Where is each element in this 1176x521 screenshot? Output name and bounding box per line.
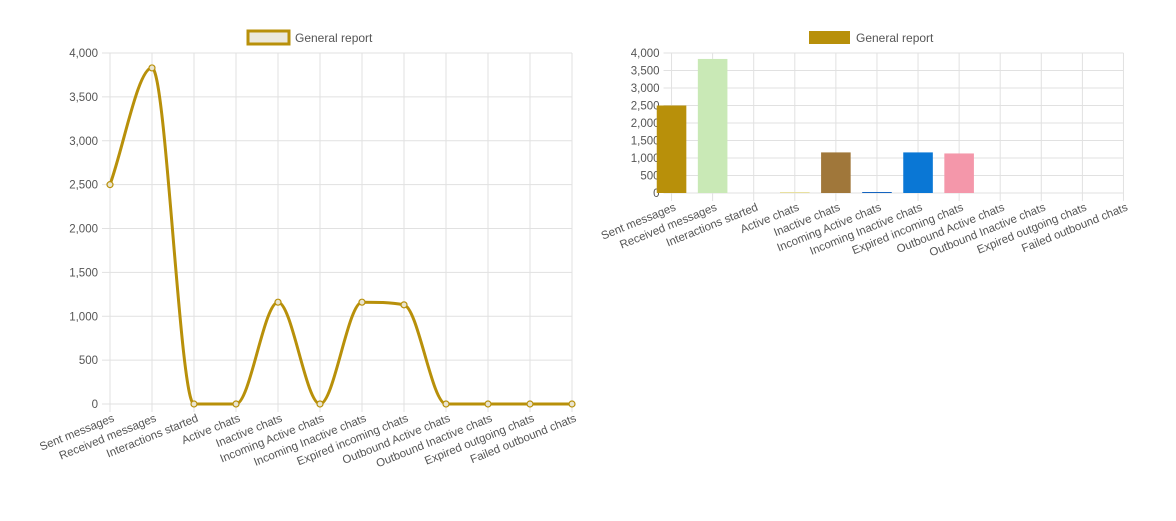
line-point-sent-messages[interactable] [106, 181, 114, 189]
line-point-outbound-active-chats[interactable] [442, 400, 450, 408]
y-tick-label: 3,500 [69, 92, 98, 104]
line-point-incoming-inactive-chats[interactable] [358, 298, 366, 306]
y-tick-label: 3,500 [631, 66, 660, 78]
line-chart-legend[interactable]: General report [246, 29, 373, 46]
line-point-active-chats[interactable] [232, 400, 240, 408]
y-tick-label: 1,500 [69, 267, 98, 279]
y-tick-label: 3,000 [631, 83, 660, 95]
line-chart-y-axis: 0 500 1,000 1,500 2,000 2,500 3,000 3,500 4,000 [69, 48, 98, 411]
bar-expired-incoming-chats[interactable] [944, 153, 974, 193]
bar-incoming-inactive-chats[interactable] [903, 152, 933, 193]
line-legend-label: General report [295, 31, 373, 45]
y-tick-label: 500 [640, 171, 659, 183]
bar-active-chats[interactable] [780, 192, 810, 193]
line-point-received-messages[interactable] [148, 64, 156, 72]
y-tick-label: 4,000 [69, 48, 98, 60]
line-point-failed-outbound-chats[interactable] [568, 400, 576, 408]
line-point-expired-incoming-chats[interactable] [400, 301, 408, 309]
bar-legend-label: General report [856, 31, 934, 45]
bar-chart-bars[interactable] [656, 58, 974, 194]
y-tick-label: 2,500 [631, 101, 660, 113]
line-legend-swatch [246, 29, 291, 46]
bar-sent-messages[interactable] [656, 105, 687, 194]
y-tick-label: 1,000 [631, 153, 660, 165]
y-tick-label: 500 [79, 355, 98, 367]
line-chart-grid [102, 52, 573, 412]
bar-chart-legend[interactable]: General report [809, 31, 934, 45]
bar-chart-y-axis: 0 500 1,000 1,500 2,000 2,500 3,000 3,500 4,000 [631, 48, 660, 200]
line-point-inactive-chats[interactable] [274, 298, 282, 306]
line-chart: General report 0 500 1,000 1,500 2,000 2,500 3… [38, 29, 578, 471]
line-series-general-report [108, 66, 572, 406]
y-tick-label: 0 [653, 188, 659, 200]
y-tick-label: 4,000 [631, 48, 660, 60]
line-point-expired-outgoing-chats[interactable] [526, 400, 534, 408]
bar-chart: General report 0 500 1,000 1,500 2,000 2,500 3… [600, 31, 1130, 260]
line-point-interactions-started[interactable] [190, 400, 198, 408]
y-tick-label: 1,500 [631, 136, 660, 148]
line-point-incoming-active-chats[interactable] [316, 400, 324, 408]
y-tick-label: 0 [92, 399, 98, 411]
y-tick-label: 3,000 [69, 136, 98, 148]
line-chart-points[interactable] [106, 64, 576, 408]
bar-received-messages[interactable] [697, 58, 728, 194]
bar-inactive-chats[interactable] [821, 152, 851, 193]
bar-chart-grid [663, 52, 1124, 201]
bar-incoming-active-chats[interactable] [862, 192, 892, 193]
bar-legend-swatch [809, 31, 850, 44]
y-tick-label: 1,000 [69, 311, 98, 323]
y-tick-label: 2,000 [631, 118, 660, 130]
y-tick-label: 2,000 [69, 224, 98, 236]
line-point-outbound-inactive-chats[interactable] [484, 400, 492, 408]
y-tick-label: 2,500 [69, 180, 98, 192]
